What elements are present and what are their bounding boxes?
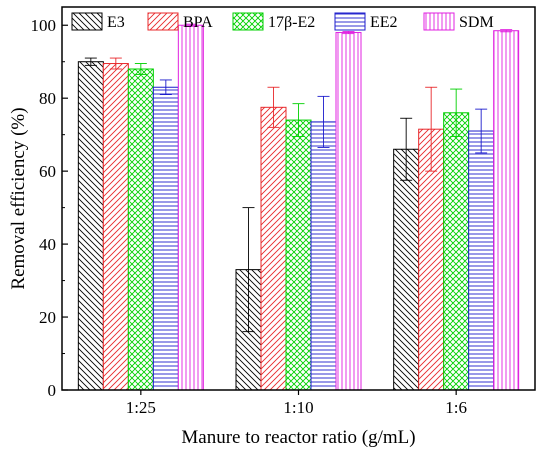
legend-item-e3: E3 — [71, 12, 125, 31]
error-bar-ee2-1 — [159, 79, 172, 95]
legend-item-17e2: 17β-E2 — [232, 12, 315, 31]
error-bar-ee2-2 — [317, 95, 330, 148]
bar-ee2-2 — [310, 121, 337, 391]
error-bar-bpa-3 — [425, 86, 438, 172]
error-bar-17e2-2 — [292, 103, 305, 137]
bar-17e2-3 — [443, 112, 470, 391]
error-bar-sdm-1 — [184, 23, 197, 27]
legend-swatch — [334, 12, 366, 31]
axis-layer: 0 20 40 60 80 100 1:25 1:10 1:6 — [31, 16, 468, 417]
bar-ee2-1 — [152, 86, 179, 391]
error-bar-sdm-3 — [500, 29, 513, 33]
legend-label: SDM — [459, 14, 494, 31]
bar-17e2-2 — [285, 119, 312, 391]
error-bar-bpa-2 — [267, 86, 280, 128]
error-bar-17e2-3 — [450, 88, 463, 137]
error-bar-e3-1 — [84, 57, 97, 66]
bar-bpa-1 — [102, 63, 129, 391]
legend-swatch — [423, 12, 455, 31]
bar-e3-1 — [77, 61, 104, 391]
bar-ee2-3 — [468, 130, 495, 391]
x-tick-label: 1:6 — [445, 398, 467, 417]
x-axis-title: Manure to reactor ratio (g/mL) — [181, 427, 415, 448]
x-tick-label: 1:25 — [126, 398, 156, 417]
bar-e3-3 — [393, 148, 420, 391]
y-tick-label: 80 — [39, 89, 56, 108]
legend-swatch — [71, 12, 103, 31]
legend-label: BPA — [183, 14, 213, 31]
x-tick-label: 1:10 — [283, 398, 313, 417]
error-bar-e3-2 — [242, 207, 255, 333]
legend-label: 17β-E2 — [268, 14, 315, 31]
bar-sdm-3 — [493, 30, 520, 391]
bars-layer — [77, 24, 520, 391]
y-tick-label: 0 — [48, 381, 57, 400]
legend-item-bpa: BPA — [147, 12, 213, 31]
legend-item-sdm: SDM — [423, 12, 494, 31]
bar-sdm-1 — [177, 24, 204, 391]
y-axis-title: Removal efficiency (%) — [8, 107, 29, 289]
y-tick-label: 60 — [39, 162, 56, 181]
error-bar-bpa-1 — [109, 57, 122, 70]
y-tick-label: 100 — [31, 16, 57, 35]
error-bar-17e2-1 — [134, 63, 147, 75]
legend-item-ee2: EE2 — [334, 12, 398, 31]
legend-swatch — [147, 12, 179, 31]
error-bars-layer — [84, 23, 513, 333]
error-bar-sdm-2 — [342, 30, 355, 35]
error-bar-ee2-3 — [475, 108, 488, 154]
y-tick-label: 40 — [39, 235, 56, 254]
bar-sdm-2 — [335, 32, 362, 391]
error-bar-e3-3 — [400, 117, 413, 181]
bar-17e2-1 — [127, 68, 154, 391]
y-tick-label: 20 — [39, 308, 56, 327]
bar-bpa-3 — [418, 128, 445, 391]
bar-bpa-2 — [260, 106, 287, 391]
legend-label: E3 — [107, 14, 125, 31]
legend-label: EE2 — [370, 14, 398, 31]
legend: E3 BPA 17β-E2 EE2 SDM — [71, 12, 494, 31]
legend-swatch — [232, 12, 264, 31]
